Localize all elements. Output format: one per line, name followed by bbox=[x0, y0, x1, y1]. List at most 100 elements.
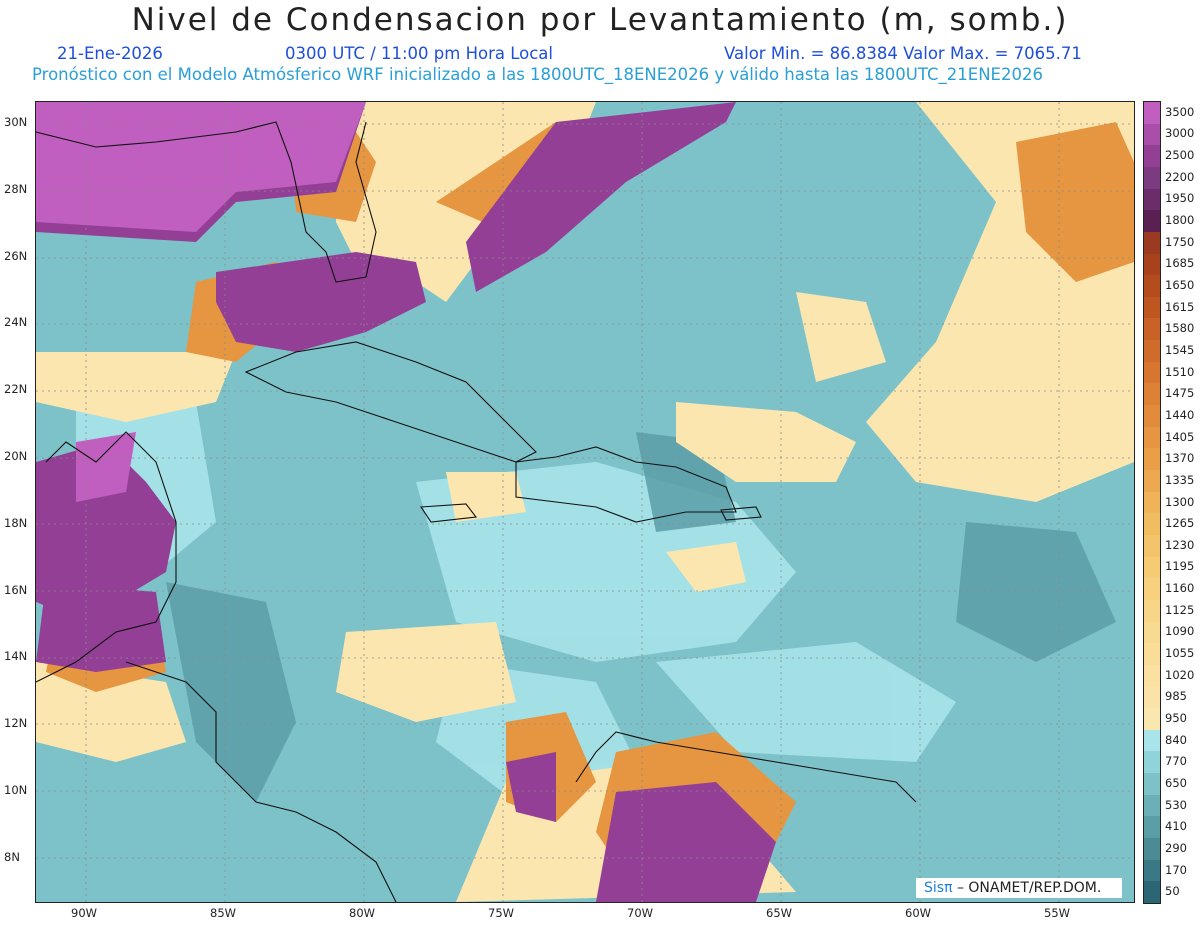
lcl-map bbox=[35, 101, 1135, 903]
legend-swatch bbox=[1144, 102, 1160, 125]
lat-label: 14N bbox=[4, 649, 28, 664]
legend-label: 1125 bbox=[1165, 602, 1195, 617]
legend-label: 950 bbox=[1165, 710, 1187, 725]
lat-label: 24N bbox=[4, 315, 28, 330]
legend-label: 1265 bbox=[1165, 516, 1195, 531]
lat-label: 20N bbox=[4, 449, 28, 463]
legend-label: 840 bbox=[1165, 732, 1187, 747]
legend-label: 1685 bbox=[1165, 256, 1195, 271]
legend-label: 985 bbox=[1165, 689, 1187, 704]
map-title: Nivel de Condensacion por Levantamiento … bbox=[131, 2, 1069, 38]
lon-label: 70W bbox=[627, 906, 654, 920]
min-max-label: Valor Min. = 86.8384 Valor Max. = 7065.7… bbox=[724, 44, 1082, 63]
legend-swatch bbox=[1144, 621, 1160, 644]
legend-label: 1545 bbox=[1165, 342, 1195, 357]
legend-swatch bbox=[1144, 556, 1160, 579]
legend-swatch bbox=[1144, 383, 1160, 406]
legend-swatch bbox=[1144, 578, 1160, 601]
legend-label: 410 bbox=[1165, 819, 1187, 834]
time-label: 0300 UTC / 11:00 pm Hora Local bbox=[285, 44, 553, 63]
legend-label: 530 bbox=[1165, 797, 1187, 812]
legend-swatch bbox=[1144, 794, 1160, 817]
legend-label: 3500 bbox=[1165, 104, 1195, 119]
color-legend bbox=[1143, 101, 1161, 904]
legend-label: 1300 bbox=[1165, 494, 1195, 509]
legend-swatch bbox=[1144, 340, 1160, 363]
legend-swatch bbox=[1144, 210, 1160, 233]
legend-label: 3000 bbox=[1165, 126, 1195, 141]
legend-swatch bbox=[1144, 599, 1160, 623]
legend-swatch bbox=[1144, 188, 1160, 211]
credit-brand: Sisπ bbox=[924, 880, 953, 896]
legend-swatch bbox=[1144, 166, 1160, 190]
lon-label: 85W bbox=[210, 906, 237, 920]
legend-label: 1950 bbox=[1165, 191, 1195, 206]
legend-swatch bbox=[1144, 859, 1160, 882]
legend-swatch bbox=[1144, 881, 1160, 904]
legend-swatch bbox=[1144, 708, 1160, 731]
legend-swatch bbox=[1144, 448, 1160, 471]
legend-swatch bbox=[1144, 253, 1160, 276]
lat-label: 30N bbox=[4, 115, 28, 129]
legend-label: 1160 bbox=[1165, 581, 1195, 596]
legend-label: 1750 bbox=[1165, 234, 1195, 249]
legend-label: 1195 bbox=[1165, 559, 1195, 574]
forecast-info: Pronóstico con el Modelo Atmósferico WRF… bbox=[32, 65, 1043, 84]
legend-label: 1580 bbox=[1165, 321, 1195, 336]
legend-label: 290 bbox=[1165, 840, 1187, 855]
legend-swatch bbox=[1144, 275, 1160, 298]
legend-label: 1370 bbox=[1165, 451, 1195, 466]
legend-swatch bbox=[1144, 729, 1160, 752]
legend-swatch bbox=[1144, 816, 1160, 839]
legend-swatch bbox=[1144, 231, 1160, 255]
legend-label: 1230 bbox=[1165, 537, 1195, 552]
lon-label: 55W bbox=[1044, 906, 1071, 920]
graticule bbox=[36, 102, 1134, 902]
legend-swatch bbox=[1144, 361, 1160, 384]
legend-swatch bbox=[1144, 838, 1160, 861]
legend-swatch bbox=[1144, 534, 1160, 558]
lon-label: 90W bbox=[71, 906, 98, 920]
legend-label: 1800 bbox=[1165, 213, 1195, 228]
legend-swatch bbox=[1144, 405, 1160, 428]
legend-swatch bbox=[1144, 491, 1160, 514]
legend-swatch bbox=[1144, 686, 1160, 709]
lat-label: 16N bbox=[4, 582, 28, 597]
legend-label: 170 bbox=[1165, 862, 1187, 877]
pink-areas bbox=[36, 102, 366, 502]
lon-label: 60W bbox=[905, 906, 932, 920]
legend-swatch bbox=[1144, 318, 1160, 341]
lat-label: 28N bbox=[4, 181, 28, 196]
legend-label: 1440 bbox=[1165, 407, 1195, 422]
map-canvas bbox=[36, 102, 1134, 902]
legend-swatch bbox=[1144, 145, 1160, 168]
lat-label: 10N bbox=[4, 783, 28, 797]
legend-label: 1335 bbox=[1165, 472, 1195, 487]
legend-label: 1650 bbox=[1165, 278, 1195, 292]
legend-label: 1615 bbox=[1165, 299, 1195, 314]
legend-swatch bbox=[1144, 470, 1160, 493]
legend-label: 50 bbox=[1165, 884, 1180, 899]
lat-label: 12N bbox=[4, 716, 28, 731]
legend-swatch bbox=[1144, 643, 1160, 666]
legend-label: 1020 bbox=[1165, 667, 1195, 682]
legend-label: 770 bbox=[1165, 754, 1187, 769]
legend-swatch bbox=[1144, 664, 1160, 687]
legend-label: 2500 bbox=[1165, 148, 1195, 163]
legend-swatch bbox=[1144, 751, 1160, 774]
lat-label: 22N bbox=[4, 382, 28, 397]
lat-label: 26N bbox=[4, 248, 28, 263]
legend-swatch bbox=[1144, 426, 1160, 449]
legend-label: 1055 bbox=[1165, 646, 1195, 661]
credit-box: Sisπ – ONAMET/REP.DOM. bbox=[916, 878, 1122, 898]
legend-label: 1510 bbox=[1165, 364, 1195, 379]
legend-swatch bbox=[1144, 296, 1160, 319]
legend-swatch bbox=[1144, 123, 1160, 146]
lon-label: 65W bbox=[766, 906, 793, 920]
legend-label: 2200 bbox=[1165, 169, 1195, 184]
coastlines bbox=[36, 121, 917, 902]
legend-label: 1405 bbox=[1165, 429, 1195, 444]
lat-label: 18N bbox=[4, 515, 28, 530]
legend-label: 1475 bbox=[1165, 386, 1195, 401]
legend-label: 1090 bbox=[1165, 624, 1195, 639]
